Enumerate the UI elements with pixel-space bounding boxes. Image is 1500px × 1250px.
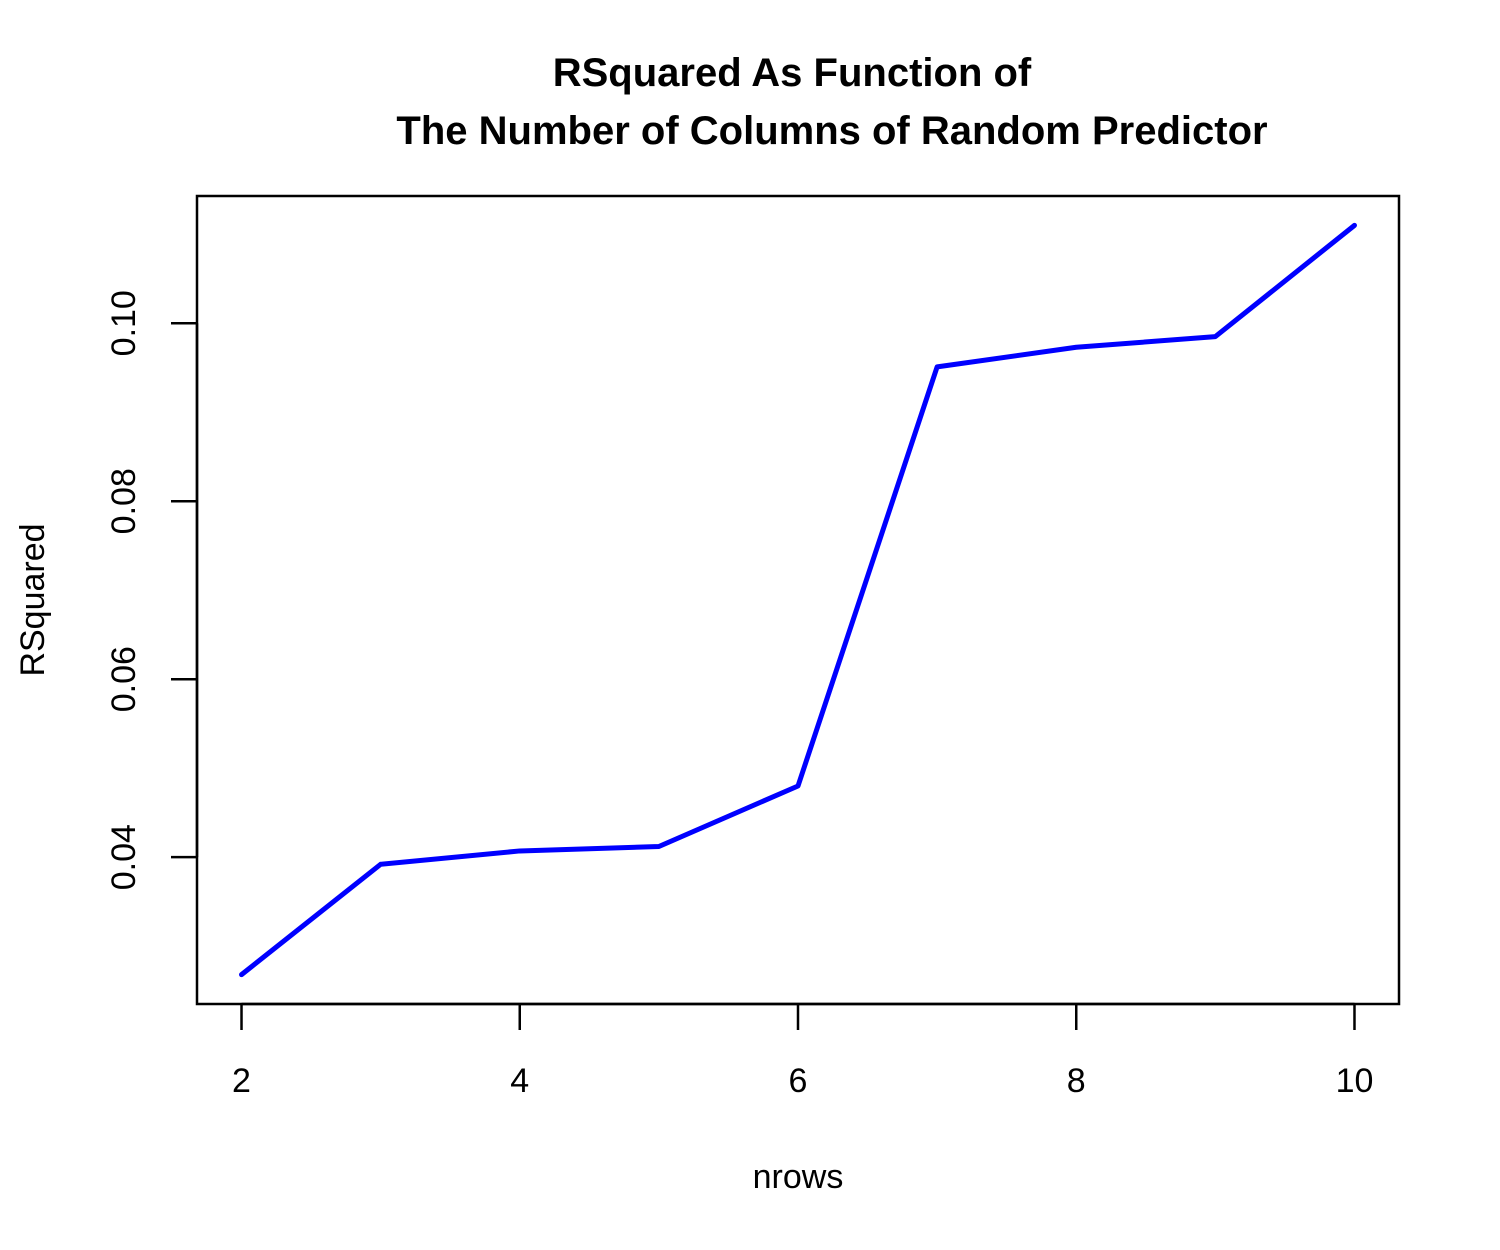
x-tick-label: 2 — [232, 1062, 251, 1100]
y-axis-label: RSquared — [14, 523, 52, 676]
y-axis: 0.04 0.06 0.08 0.10 — [105, 290, 199, 890]
y-tick-label: 0.10 — [105, 290, 143, 356]
x-axis: 2 4 6 8 10 — [232, 1002, 1374, 1100]
chart-title-line-1: RSquared As Function of — [553, 51, 1032, 95]
x-axis-label: nrows — [753, 1158, 844, 1196]
plot-frame — [195, 194, 1401, 1006]
series-line — [239, 222, 1357, 978]
x-tick-label: 10 — [1336, 1062, 1374, 1100]
x-tick-label: 8 — [1067, 1062, 1086, 1100]
series-layer — [239, 222, 1357, 978]
y-tick-label: 0.04 — [105, 824, 143, 890]
chart-title-line-2: The Number of Columns of Random Predicto… — [396, 109, 1267, 153]
y-tick-label: 0.08 — [105, 468, 143, 534]
x-tick-label: 4 — [510, 1062, 529, 1100]
x-tick-label: 6 — [789, 1062, 808, 1100]
y-tick-label: 0.06 — [105, 646, 143, 712]
